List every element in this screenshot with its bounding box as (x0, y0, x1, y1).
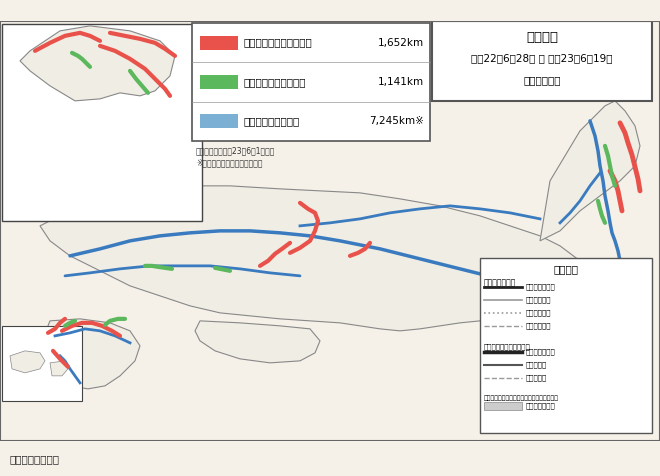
Polygon shape (540, 101, 640, 241)
Text: 予定路線区間: 予定路線区間 (526, 323, 552, 329)
Text: 整備計画区間: 整備計画区間 (526, 297, 552, 303)
Bar (200, 75, 238, 89)
Bar (480, 258, 652, 433)
Text: ：　無料化社会実験区間: ： 無料化社会実験区間 (244, 38, 313, 48)
Text: 1,652km: 1,652km (378, 38, 424, 48)
Polygon shape (195, 321, 320, 363)
Polygon shape (10, 351, 45, 373)
Text: 基本計画区間: 基本計画区間 (526, 309, 552, 316)
Bar (192, 23, 430, 141)
Text: 供　用　区　間: 供 用 区 間 (526, 403, 556, 409)
Bar (2, 326, 82, 401)
Text: ：　無料で供用中区間: ： 無料で供用中区間 (244, 77, 306, 87)
Polygon shape (40, 186, 580, 331)
Polygon shape (20, 26, 175, 101)
Text: （注）延長は平成23年6月1日現在: （注）延長は平成23年6月1日現在 (196, 146, 275, 155)
Text: 7,245km※: 7,245km※ (369, 116, 424, 126)
Text: 平成22年6月28日 ～ 平成23年6月19日: 平成22年6月28日 ～ 平成23年6月19日 (471, 53, 612, 63)
Polygon shape (50, 361, 68, 376)
Text: 一般国道自動車専用道路: 一般国道自動車専用道路 (484, 344, 531, 350)
Bar (484, 402, 522, 410)
Text: 資料）国土交通省: 資料）国土交通省 (10, 454, 60, 464)
Text: （一時凍結）: （一時凍結） (523, 75, 561, 85)
Text: 凡　　例: 凡 例 (554, 264, 579, 274)
Bar (200, 36, 238, 50)
Text: 1,141km: 1,141km (378, 77, 424, 87)
Bar (200, 114, 238, 128)
Polygon shape (42, 319, 140, 389)
Text: ※首都高・阪高を除く高速道路: ※首都高・阪高を除く高速道路 (196, 158, 263, 167)
Text: 高速自動車国道: 高速自動車国道 (484, 278, 516, 287)
Text: 実験期間: 実験期間 (526, 31, 558, 44)
Text: 直轄地方道整備に伴う一般国道自動車専用道: 直轄地方道整備に伴う一般国道自動車専用道 (484, 396, 559, 401)
Text: ：　その他有料区間: ： その他有料区間 (244, 116, 300, 126)
Text: 計　画　中: 計 画 中 (526, 375, 547, 381)
Bar (432, 21, 652, 101)
Text: 供　用　区　間: 供 用 区 間 (526, 284, 556, 290)
Bar (2, 24, 202, 221)
Text: 事　業　中: 事 業 中 (526, 362, 547, 368)
Text: 供　用　区　間: 供 用 区 間 (526, 348, 556, 355)
